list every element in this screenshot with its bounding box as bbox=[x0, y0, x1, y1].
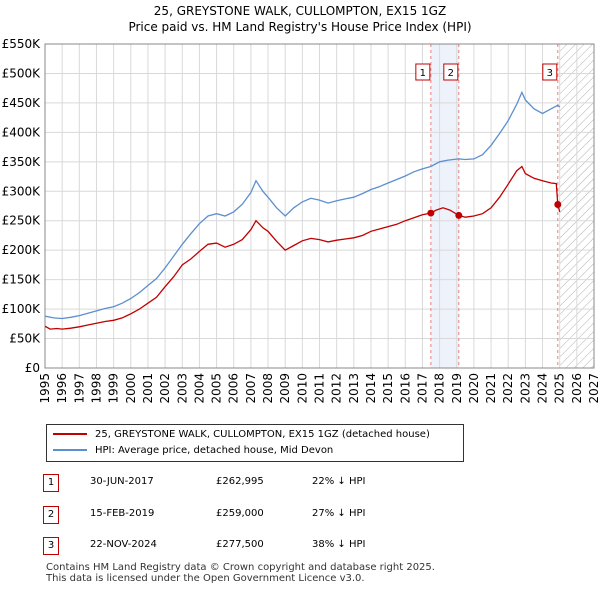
chart-subtitle: Price paid vs. HM Land Registry's House … bbox=[128, 20, 472, 34]
y-tick-label: £300K bbox=[2, 184, 42, 198]
x-tick-label: 2016 bbox=[398, 373, 412, 404]
x-tick-label: 2020 bbox=[467, 373, 481, 404]
footer-licence: This data is licensed under the Open Gov… bbox=[46, 573, 365, 584]
legend-item-property: 25, GREYSTONE WALK, CULLOMPTON, EX15 1GZ… bbox=[53, 427, 430, 443]
x-tick-label: 2017 bbox=[415, 373, 429, 404]
y-tick-label: £250K bbox=[2, 214, 42, 228]
transaction-label-box bbox=[542, 63, 558, 81]
x-tick-label: 2007 bbox=[244, 373, 258, 404]
transaction-label: 3 bbox=[547, 68, 553, 79]
x-tick-label: 2025 bbox=[553, 373, 567, 404]
x-tick-label: 2008 bbox=[261, 373, 275, 404]
transaction-number-badge: 2 bbox=[43, 506, 59, 524]
x-tick-label: 2027 bbox=[587, 373, 600, 404]
transaction-point bbox=[554, 201, 562, 209]
legend: 25, GREYSTONE WALK, CULLOMPTON, EX15 1GZ… bbox=[46, 424, 464, 462]
x-tick-label: 2014 bbox=[364, 373, 378, 404]
x-tick-label: 1998 bbox=[89, 373, 103, 404]
legend-swatch-property bbox=[53, 433, 87, 435]
y-tick-label: £350K bbox=[2, 155, 42, 169]
price-chart: 1 2 3 £0 £50K £100K £150K £200K £250K £300K £350K £… bbox=[2, 37, 600, 404]
x-tick-label: 2005 bbox=[210, 373, 224, 404]
x-tick-label: 2012 bbox=[330, 373, 344, 404]
transaction-price: £277,500 bbox=[216, 539, 264, 550]
x-tick-label: 2003 bbox=[175, 373, 189, 404]
transaction-hpi-diff: 38% ↓ HPI bbox=[312, 539, 366, 550]
x-tick-label: 2006 bbox=[227, 373, 241, 404]
legend-label-property: 25, GREYSTONE WALK, CULLOMPTON, EX15 1GZ… bbox=[95, 429, 430, 440]
x-tick-label: 2019 bbox=[450, 373, 464, 404]
transaction-hpi-diff: 22% ↓ HPI bbox=[312, 476, 366, 487]
hpi-series-line bbox=[45, 90, 561, 320]
y-tick-label: £200K bbox=[2, 243, 42, 257]
transaction-date: 15-FEB-2019 bbox=[90, 508, 155, 519]
transaction-point bbox=[455, 211, 463, 219]
legend-label-hpi: HPI: Average price, detached house, Mid … bbox=[95, 445, 334, 456]
transaction-number-badge: 3 bbox=[43, 537, 59, 555]
property-series-line bbox=[45, 165, 561, 330]
x-tick-label: 2009 bbox=[278, 373, 292, 404]
x-tick-label: 2023 bbox=[518, 373, 532, 404]
y-tick-label: £550K bbox=[2, 37, 42, 51]
transaction-hpi-diff: 27% ↓ HPI bbox=[312, 508, 366, 519]
legend-swatch-hpi bbox=[53, 449, 87, 451]
x-tick-label: 2002 bbox=[158, 373, 172, 404]
x-tick-label: 2022 bbox=[501, 373, 515, 404]
y-tick-label: £50K bbox=[9, 332, 41, 346]
x-tick-label: 2011 bbox=[313, 373, 327, 404]
x-tick-label: 1999 bbox=[107, 373, 121, 404]
y-tick-label: £500K bbox=[2, 66, 42, 80]
transaction-label: 2 bbox=[448, 68, 454, 79]
y-tick-label: £100K bbox=[2, 302, 42, 316]
transaction-number-badge: 1 bbox=[43, 474, 59, 492]
y-tick-label: £450K bbox=[2, 96, 42, 110]
transaction-date: 22-NOV-2024 bbox=[90, 539, 157, 550]
transaction-label-box bbox=[415, 63, 431, 81]
y-tick-label: £150K bbox=[2, 273, 42, 287]
x-tick-label: 2024 bbox=[536, 373, 550, 404]
x-tick-label: 1995 bbox=[38, 373, 52, 404]
transaction-label-box bbox=[443, 63, 459, 81]
transaction-label: 1 bbox=[420, 68, 426, 79]
x-tick-label: 2013 bbox=[347, 373, 361, 404]
y-tick-label: £0 bbox=[25, 361, 40, 375]
x-tick-label: 1996 bbox=[55, 373, 69, 404]
x-tick-label: 2004 bbox=[192, 373, 206, 404]
transaction-point bbox=[427, 209, 435, 217]
x-tick-label: 2010 bbox=[295, 373, 309, 404]
legend-item-hpi: HPI: Average price, detached house, Mid … bbox=[53, 443, 333, 459]
x-tick-label: 2000 bbox=[124, 373, 138, 404]
x-tick-label: 1997 bbox=[72, 373, 86, 404]
footer: Contains HM Land Registry data © Crown c… bbox=[46, 562, 435, 584]
x-tick-label: 2021 bbox=[484, 373, 498, 404]
x-tick-label: 2015 bbox=[381, 373, 395, 404]
x-tick-label: 2026 bbox=[570, 373, 584, 404]
y-tick-label: £400K bbox=[2, 125, 42, 139]
plot-frame bbox=[44, 43, 595, 369]
transaction-price: £262,995 bbox=[216, 476, 264, 487]
transaction-date: 30-JUN-2017 bbox=[90, 476, 154, 487]
transaction-price: £259,000 bbox=[216, 508, 264, 519]
x-tick-label: 2018 bbox=[433, 373, 447, 404]
footer-copyright: Contains HM Land Registry data © Crown c… bbox=[46, 562, 435, 573]
ownership-shade bbox=[430, 44, 459, 368]
chart-title: 25, GREYSTONE WALK, CULLOMPTON, EX15 1GZ bbox=[153, 4, 447, 18]
x-tick-label: 2001 bbox=[141, 373, 155, 404]
